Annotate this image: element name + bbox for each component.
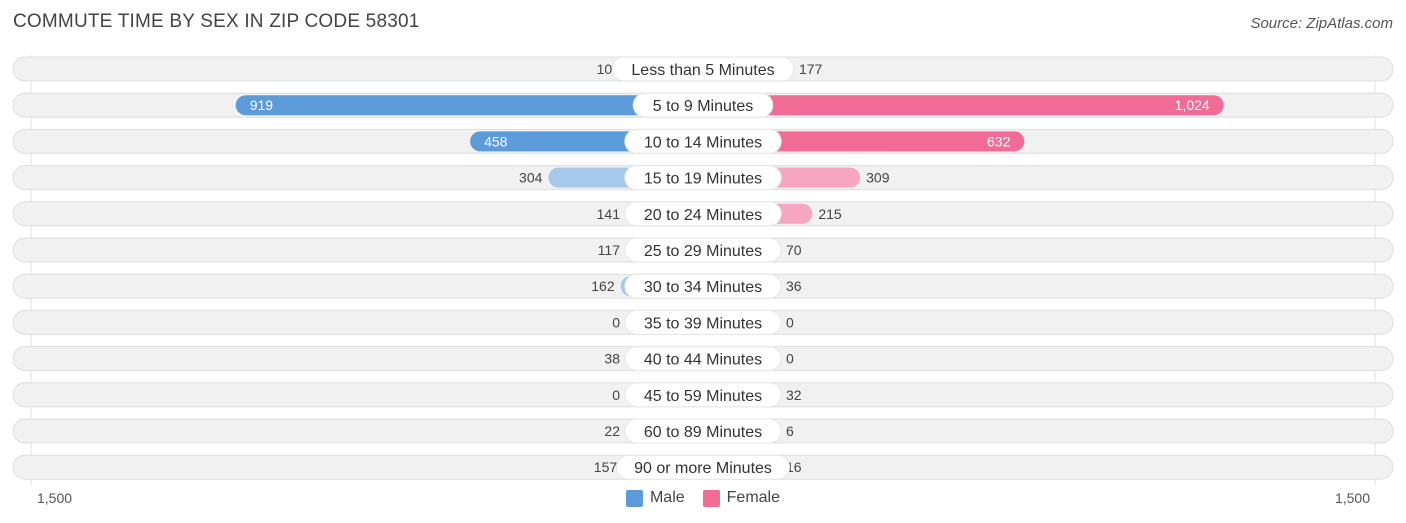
bar-male <box>235 95 703 116</box>
legend: Male Female <box>0 489 1406 507</box>
category-pill <box>624 165 782 191</box>
category-pill <box>624 382 782 408</box>
value-label-male: 22 <box>604 423 620 439</box>
legend-swatch-male <box>625 489 643 507</box>
category-pill <box>611 56 795 82</box>
value-label-male: 162 <box>591 278 615 294</box>
category-label: 20 to 24 Minutes <box>644 207 762 224</box>
value-label-male: 141 <box>597 206 621 222</box>
axis-label-left: 1,500 <box>37 490 73 506</box>
category-label: Less than 5 Minutes <box>631 62 774 79</box>
value-label-female: 70 <box>786 242 802 258</box>
category-pill <box>624 309 782 335</box>
source-label: Source: ZipAtlas.com <box>1250 15 1393 32</box>
category-pill <box>624 418 782 444</box>
bar-female <box>703 95 1224 116</box>
chart-title: COMMUTE TIME BY SEX IN ZIP CODE 58301 <box>13 11 420 32</box>
category-pill <box>624 128 782 154</box>
value-label-female: 0 <box>786 314 794 330</box>
value-label-male: 304 <box>519 170 543 186</box>
value-label-female: 6 <box>786 423 794 439</box>
value-label-female: 215 <box>818 206 842 222</box>
value-label-female: 36 <box>786 278 802 294</box>
category-label: 40 to 44 Minutes <box>644 352 762 369</box>
legend-item-female: Female <box>702 489 781 507</box>
legend-label-female: Female <box>726 489 781 506</box>
value-label-male: 117 <box>598 242 621 258</box>
category-label: 25 to 29 Minutes <box>644 243 762 260</box>
category-pill <box>615 454 791 480</box>
category-label: 5 to 9 Minutes <box>653 98 754 115</box>
category-pill <box>632 92 774 118</box>
legend-swatch-female <box>702 489 720 507</box>
category-pill <box>624 273 782 299</box>
category-label: 10 to 14 Minutes <box>644 134 762 151</box>
value-label-male: 0 <box>612 387 620 403</box>
axis-label-right: 1,500 <box>1334 490 1370 506</box>
category-label: 15 to 19 Minutes <box>644 171 762 188</box>
value-label-female: 632 <box>987 133 1011 149</box>
category-pill <box>624 201 782 227</box>
category-label: 30 to 34 Minutes <box>644 279 762 296</box>
value-label-female: 177 <box>799 61 823 77</box>
category-label: 90 or more Minutes <box>634 460 772 477</box>
value-label-female: 16 <box>786 459 802 475</box>
category-label: 35 to 39 Minutes <box>644 315 762 332</box>
category-label: 45 to 59 Minutes <box>644 388 762 405</box>
value-label-female: 32 <box>786 387 802 403</box>
bar-female <box>703 131 1025 152</box>
value-label-male: 157 <box>594 459 618 475</box>
value-label-male: 458 <box>484 133 508 149</box>
value-label-male: 0 <box>612 314 620 330</box>
category-pill <box>624 237 782 263</box>
value-label-female: 0 <box>786 351 794 367</box>
value-label-male: 919 <box>250 97 274 113</box>
legend-label-male: Male <box>649 489 685 506</box>
value-label-male: 38 <box>604 351 620 367</box>
category-pill <box>624 346 782 372</box>
value-label-female: 1,024 <box>1175 97 1210 113</box>
legend-item-male: Male <box>625 489 685 507</box>
value-label-female: 309 <box>866 170 890 186</box>
category-label: 60 to 89 Minutes <box>644 424 762 441</box>
